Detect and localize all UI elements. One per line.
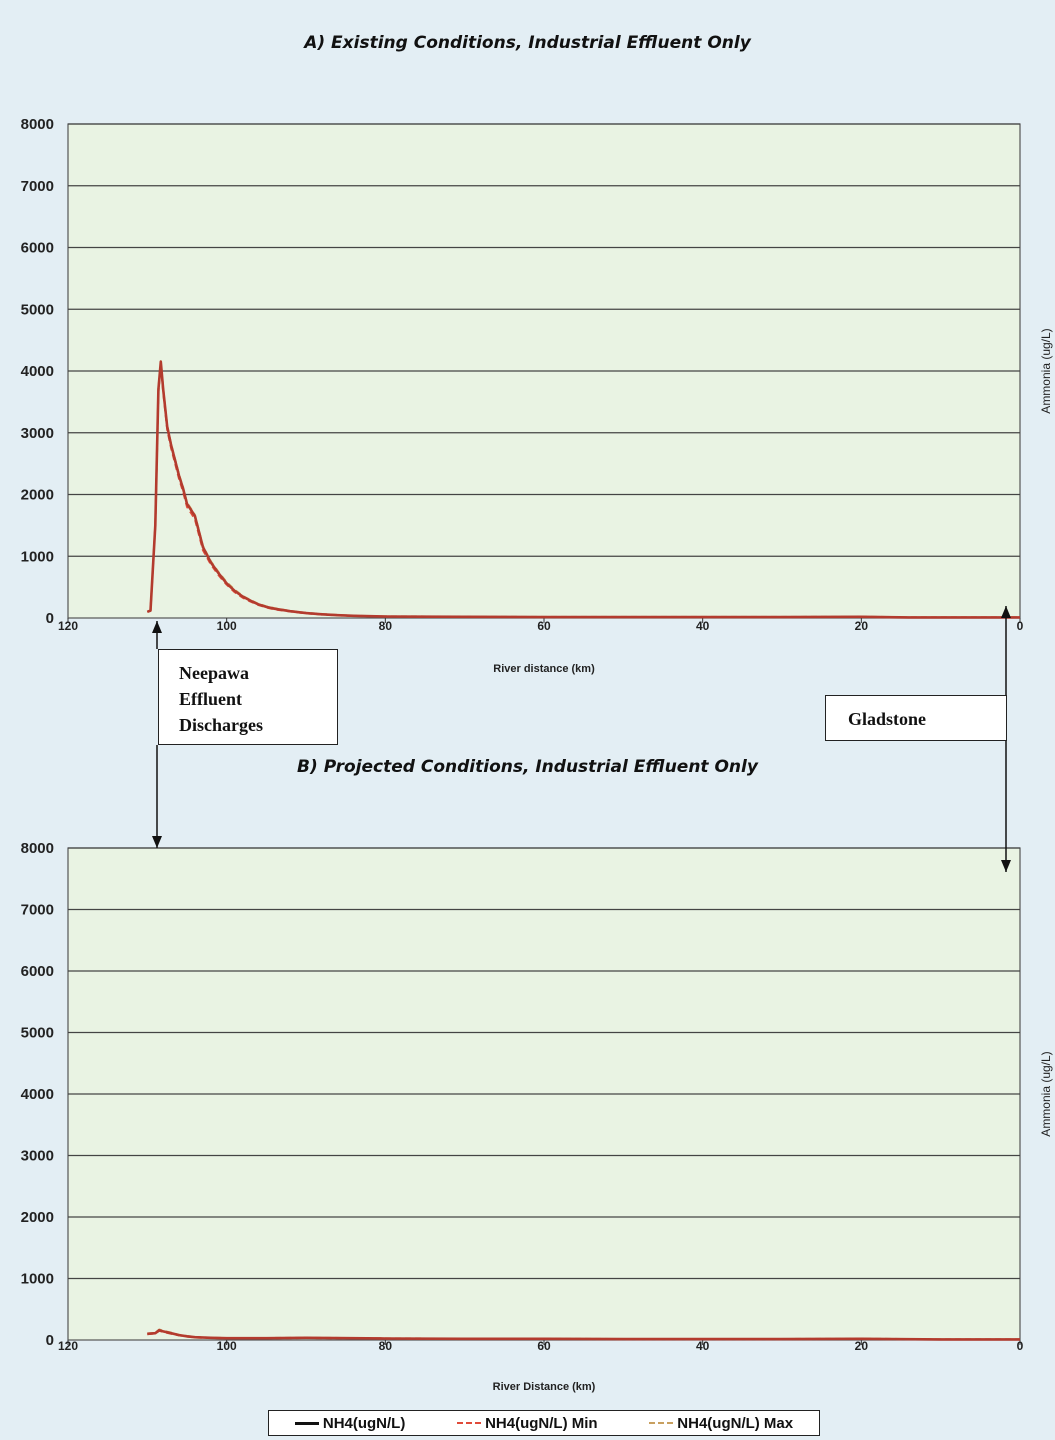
y-tick-label: 1000 <box>21 1271 54 1288</box>
x-tick-label: 60 <box>537 1339 551 1353</box>
neepawa-arrow-down-head <box>152 836 162 848</box>
gladstone-arrow-up-head <box>1001 606 1011 618</box>
chart-legend: NH4(ugN/L) NH4(ugN/L) Min NH4(ugN/L) Max <box>268 1410 820 1436</box>
x-tick-label: 100 <box>217 619 237 633</box>
gladstone-callout: Gladstone <box>825 695 1007 741</box>
neepawa-callout-line-3: Discharges <box>179 715 263 735</box>
y-tick-label: 4000 <box>21 1086 54 1103</box>
y-tick-label: 6000 <box>21 240 54 257</box>
annotation-arrows <box>152 606 1011 872</box>
chart-a: 0 1000 2000 3000 4000 5000 6000 7000 8000 120 100 8… <box>21 116 1053 675</box>
y-tick-label: 2000 <box>21 1209 54 1226</box>
x-axis-label: River distance (km) <box>493 663 595 675</box>
x-tick-label: 60 <box>537 619 551 633</box>
neepawa-callout: Neepawa Effluent Discharges <box>158 649 338 745</box>
y-tick-label: 8000 <box>21 840 54 857</box>
y-tick-label: 0 <box>46 610 54 627</box>
x-tick-label: 0 <box>1017 1339 1024 1353</box>
x-tick-label: 20 <box>855 1339 869 1353</box>
chart-a-title: A) Existing Conditions, Industrial Efflu… <box>304 33 751 53</box>
legend-label-nh4-min: NH4(ugN/L) Min <box>485 1414 598 1432</box>
x-axis-label: River Distance (km) <box>493 1381 596 1393</box>
x-tick-label: 20 <box>855 619 869 633</box>
y-tick-label: 4000 <box>21 363 54 380</box>
y-tick-label: 3000 <box>21 425 54 442</box>
y-tick-label: 7000 <box>21 178 54 195</box>
legend-swatch-nh4 <box>294 1421 319 1425</box>
legend-item-nh4-max: NH4(ugN/L) Max <box>649 1415 793 1432</box>
neepawa-arrow-up-head <box>152 621 162 633</box>
chart-b-title: B) Projected Conditions, Industrial Effl… <box>297 757 758 777</box>
x-tick-label: 120 <box>58 619 78 633</box>
y-tick-label: 5000 <box>21 301 54 318</box>
legend-swatch-nh4-min <box>457 1422 482 1424</box>
series-line-1 <box>147 1328 1020 1341</box>
y-tick-label: 3000 <box>21 1148 54 1165</box>
y-tick-label: 2000 <box>21 487 54 504</box>
y-tick-label: 6000 <box>21 963 54 980</box>
legend-item-nh4: NH4(ugN/L) <box>294 1414 406 1432</box>
x-tick-label: 120 <box>58 1339 78 1353</box>
neepawa-callout-line-1: Neepawa <box>179 663 249 683</box>
neepawa-callout-line-2: Effluent <box>179 689 242 709</box>
x-tick-label: 0 <box>1017 619 1024 633</box>
y-tick-label: 5000 <box>21 1025 54 1042</box>
gladstone-arrow-down-head <box>1001 860 1011 872</box>
x-tick-label: 80 <box>379 619 393 633</box>
series-line-1 <box>146 360 1020 619</box>
y-tick-label: 7000 <box>21 902 54 919</box>
y-tick-label: 0 <box>46 1332 54 1349</box>
x-tick-label: 80 <box>379 1339 393 1353</box>
legend-label-nh4: NH4(ugN/L) <box>322 1414 406 1432</box>
y-axis-label: Ammonia (ug/L) <box>1039 328 1053 413</box>
legend-swatch-nh4-max <box>649 1422 674 1424</box>
y-tick-label: 1000 <box>21 548 54 565</box>
y-axis-label: Ammonia (ug/L) <box>1039 1051 1053 1136</box>
y-tick-label: 8000 <box>21 116 54 133</box>
legend-item-nh4-min: NH4(ugN/L) Min <box>457 1414 598 1432</box>
legend-label-nh4-max: NH4(ugN/L) Max <box>677 1414 794 1432</box>
x-tick-label: 40 <box>696 619 710 633</box>
x-tick-label: 40 <box>696 1339 710 1353</box>
x-tick-label: 100 <box>217 1339 237 1353</box>
chart-b: 0 1000 2000 3000 4000 5000 6000 7000 8000 120 100 8… <box>21 840 1053 1393</box>
gladstone-callout-label: Gladstone <box>848 709 927 729</box>
